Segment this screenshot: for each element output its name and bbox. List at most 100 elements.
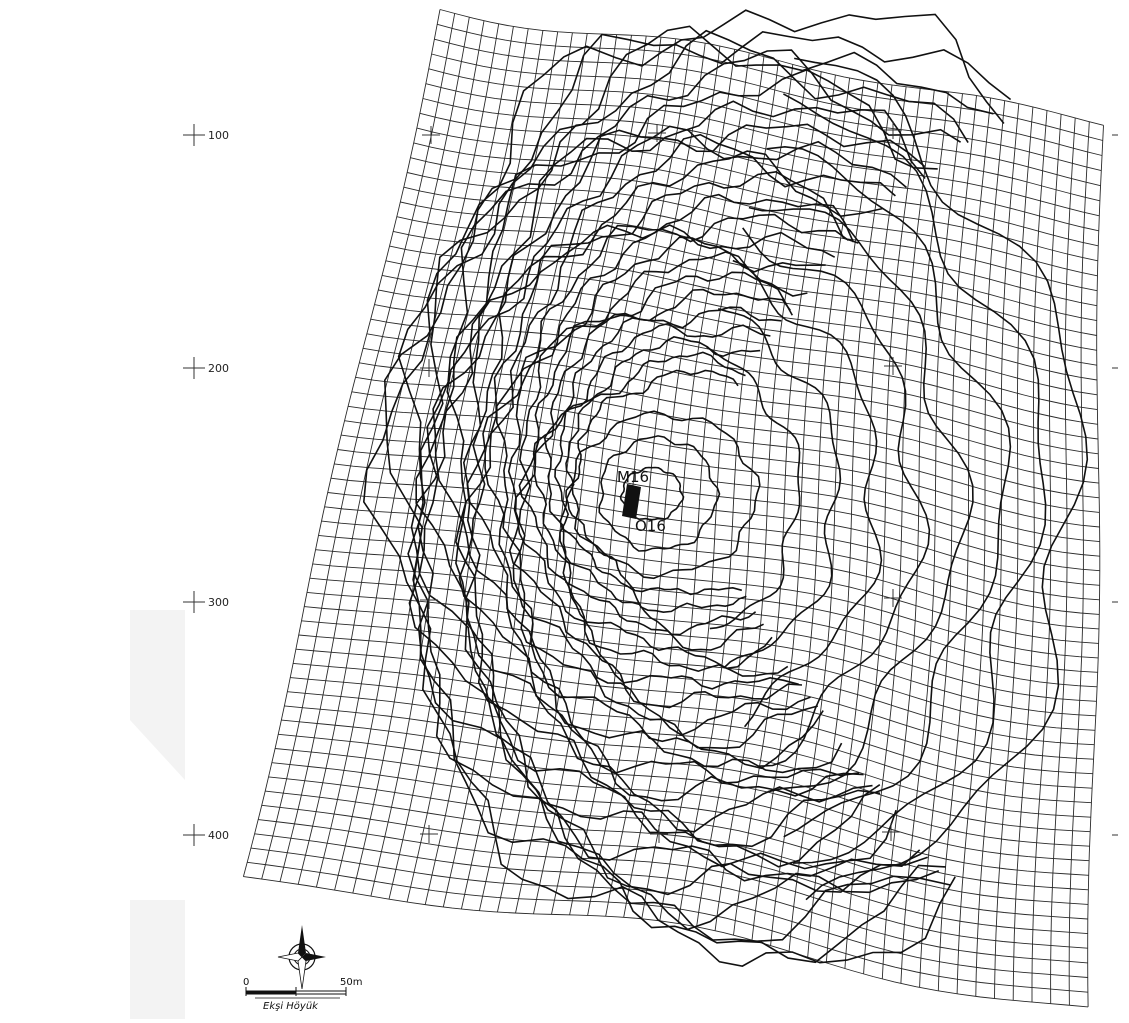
contour-line xyxy=(496,224,836,750)
contour-line xyxy=(408,49,962,896)
grid-line xyxy=(1068,121,1090,1006)
contour-line xyxy=(532,306,782,670)
contour-line xyxy=(383,31,1012,964)
axis-label-400: 400 xyxy=(208,829,229,842)
contour-line xyxy=(362,9,1005,967)
grid-line xyxy=(348,405,1100,528)
grid-line xyxy=(258,819,1088,949)
contour-line xyxy=(598,435,721,552)
contour-line xyxy=(410,69,938,882)
contour-line xyxy=(518,288,791,677)
contour-line xyxy=(565,369,743,596)
grid-line xyxy=(278,733,1090,862)
grid-line xyxy=(425,83,1101,202)
contour-line xyxy=(482,213,849,770)
contour-line xyxy=(462,170,860,784)
contour-line xyxy=(706,346,801,630)
grid-line xyxy=(378,289,1098,411)
grid-line xyxy=(344,420,1100,543)
grid-crosses xyxy=(420,121,902,843)
contour-line xyxy=(783,93,1047,864)
trench-label-m16: M16 xyxy=(617,468,649,486)
grid-line xyxy=(355,376,1100,499)
grid-line xyxy=(337,449,1100,572)
grid-line xyxy=(385,260,1098,381)
grid-line xyxy=(641,56,765,919)
scale-end-label: 50m xyxy=(340,977,362,988)
grid-line xyxy=(340,434,1100,557)
grid-line xyxy=(321,520,1099,644)
scale-bar: 0 50m Ekşi Höyük xyxy=(243,977,362,1012)
contour-line xyxy=(466,193,855,774)
grid-line xyxy=(400,201,1097,322)
right-axis-ticks xyxy=(1112,134,1118,836)
grid-line xyxy=(261,13,456,880)
grid-line xyxy=(431,53,1102,172)
grid-line xyxy=(298,634,1094,760)
grid-line xyxy=(290,677,1092,804)
grid-line xyxy=(330,477,1100,601)
grid-line xyxy=(434,38,1103,156)
grid-line xyxy=(304,606,1096,731)
contour-line xyxy=(742,227,931,767)
grid-line xyxy=(315,549,1098,673)
grid-line xyxy=(318,534,1099,659)
grid-line xyxy=(366,333,1099,455)
contour-line xyxy=(462,133,896,833)
contour-line xyxy=(513,271,799,690)
grid-line xyxy=(374,304,1098,425)
grid-line xyxy=(393,230,1097,351)
grid-line xyxy=(281,719,1090,847)
grid-line xyxy=(327,492,1100,615)
grid-line xyxy=(287,691,1091,818)
contour-line xyxy=(508,251,808,709)
scale-start-label: 0 xyxy=(243,977,249,988)
grid-line xyxy=(881,91,949,979)
grid-line xyxy=(1087,125,1104,1007)
contour-line xyxy=(432,123,926,868)
grid-line xyxy=(265,790,1088,920)
grid-line xyxy=(413,142,1098,262)
axis-label-300: 300 xyxy=(208,596,229,609)
grid-line xyxy=(389,245,1097,366)
contour-line xyxy=(458,150,883,802)
grid-line xyxy=(419,112,1099,232)
grid-line xyxy=(312,563,1098,688)
grid-line xyxy=(295,648,1093,775)
survey-grid xyxy=(242,9,1104,1008)
grid-line xyxy=(309,577,1097,702)
grid-line xyxy=(407,172,1098,292)
contour-line xyxy=(619,466,685,521)
trench-marker: M16 O16 xyxy=(617,468,666,535)
grid-line xyxy=(994,106,1034,999)
site-name: Ekşi Höyük xyxy=(263,1001,319,1012)
contour-line xyxy=(559,351,747,614)
grid-line xyxy=(242,9,441,877)
grid-line xyxy=(324,506,1100,630)
grid-line xyxy=(807,84,893,958)
grid-line xyxy=(416,127,1099,247)
contour-lines xyxy=(362,9,1089,967)
grid-line xyxy=(362,347,1099,469)
grid-line xyxy=(271,762,1089,891)
contour-line xyxy=(397,25,994,943)
left-axis: 100 200 300 400 xyxy=(183,124,229,846)
grid-line xyxy=(422,98,1100,217)
contour-line xyxy=(554,336,761,636)
contour-line xyxy=(766,145,1012,838)
grid-line xyxy=(254,833,1088,964)
grid-line xyxy=(359,362,1099,484)
grid-line xyxy=(382,274,1098,396)
grid-line xyxy=(825,86,907,963)
grid-line xyxy=(437,23,1103,141)
grid-line xyxy=(268,776,1089,905)
grid-line xyxy=(428,68,1101,187)
watermark xyxy=(130,610,185,1019)
contour-line xyxy=(794,57,1089,901)
contour-line xyxy=(417,29,969,931)
contour-line xyxy=(732,259,883,728)
grid-line xyxy=(275,748,1089,876)
axis-label-100: 100 xyxy=(208,129,229,142)
